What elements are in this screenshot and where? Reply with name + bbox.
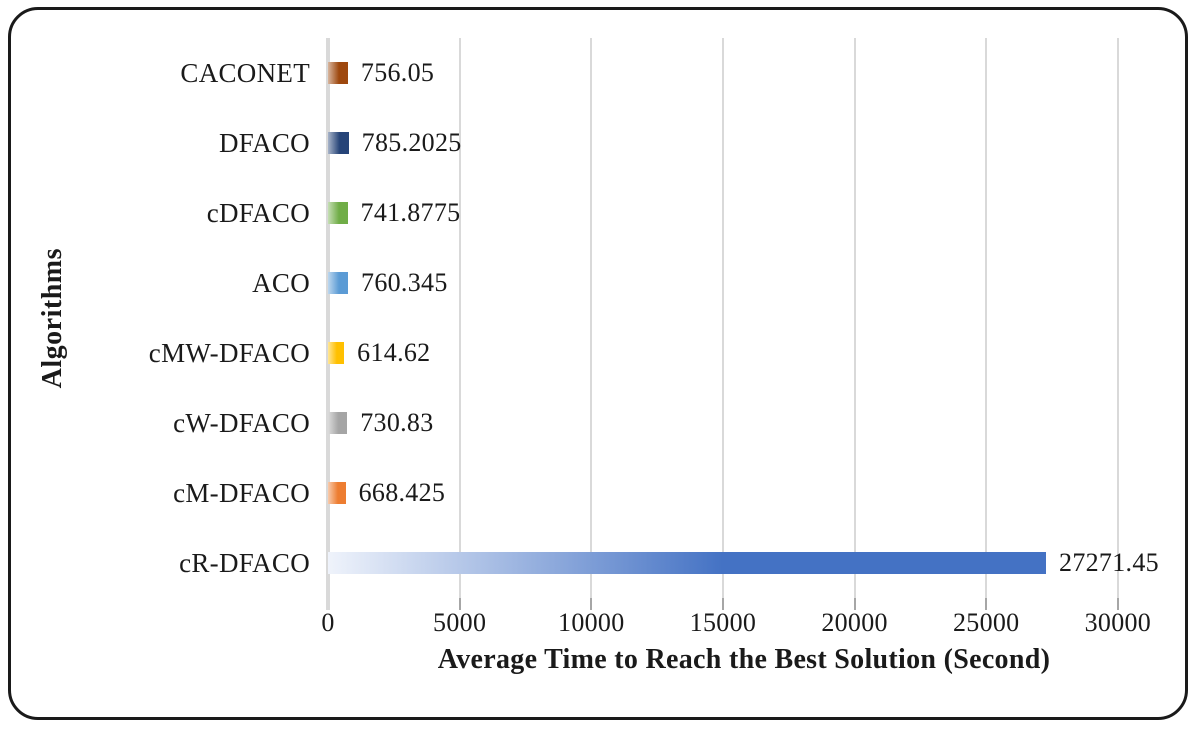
- x-axis-title: Average Time to Reach the Best Solution …: [437, 644, 1051, 675]
- bar-value-label: 760.345: [361, 268, 448, 297]
- bar-value-label: 785.2025: [361, 128, 462, 157]
- category-label-cDFACO: cDFACO: [206, 197, 310, 228]
- bar-row: 614.62: [328, 318, 1160, 388]
- bar-row: 730.83: [328, 388, 1160, 458]
- gridline: [1116, 38, 1119, 598]
- category-axis-labels: CACONET DFACO cDFACO ACO cMW-DFACO cW-DFACO cM…: [96, 38, 310, 598]
- bar-CACONET: [328, 62, 348, 84]
- gridline: [985, 38, 988, 598]
- category-label-DFACO: DFACO: [218, 127, 310, 158]
- gridline: [458, 38, 461, 598]
- bar-row: 785.2025: [328, 108, 1160, 178]
- category-label-ACO: ACO: [252, 267, 310, 298]
- bar-cMW-DFACO: [328, 342, 345, 364]
- bar-cR-DFACO: [328, 552, 1047, 574]
- x-tick-label: 25000: [952, 608, 1020, 637]
- x-tick-label: 10000: [558, 608, 625, 637]
- gridline: [590, 38, 593, 598]
- tick-mark: [590, 598, 593, 610]
- bar-value-label: 756.05: [360, 58, 435, 87]
- bar-value-label: 614.62: [357, 338, 431, 367]
- bar-row: 27271.45: [328, 528, 1160, 598]
- bar-cDFACO: [328, 202, 348, 224]
- bar-row: 756.05: [328, 38, 1160, 108]
- tick-mark: [985, 598, 988, 610]
- bar-DFACO: [328, 132, 349, 154]
- x-axis-tick-labels: 0 5000 10000 15000 20000 25000 30000: [321, 608, 1160, 642]
- x-tick-label: 5000: [433, 608, 487, 637]
- bar-row: 760.345: [328, 248, 1160, 318]
- tick-mark: [458, 598, 461, 610]
- plot-area: 756.05 785.2025 741.8775 760.345 614.62 730.8…: [326, 38, 1160, 610]
- bar-row: 741.8775: [328, 178, 1160, 248]
- figure-frame: [8, 7, 1188, 720]
- x-tick-label: 20000: [821, 608, 888, 637]
- x-tick-label: 0: [321, 608, 335, 637]
- bar-cW-DFACO: [328, 412, 348, 434]
- x-tick-label: 30000: [1084, 608, 1152, 637]
- axis-zero-line: [326, 38, 330, 610]
- category-label-CACONET: CACONET: [180, 57, 310, 88]
- tick-mark: [721, 598, 724, 610]
- y-axis-title-text: Algorithms: [37, 247, 68, 389]
- category-label-cM-DFACO: cM-DFACO: [173, 477, 310, 508]
- tick-mark: [853, 598, 856, 610]
- bar-value-label: 741.8775: [360, 198, 461, 227]
- bar-row: 668.425: [328, 458, 1160, 528]
- y-axis-title: Algorithms: [30, 38, 76, 598]
- tick-mark: [1116, 598, 1119, 610]
- category-label-cR-DFACO: cR-DFACO: [179, 547, 310, 578]
- bar-value-label: 730.83: [360, 408, 434, 437]
- bar-cM-DFACO: [328, 482, 346, 504]
- category-label-cW-DFACO: cW-DFACO: [173, 407, 310, 438]
- category-label-cMW-DFACO: cMW-DFACO: [148, 337, 310, 368]
- bar-value-label: 27271.45: [1059, 548, 1159, 577]
- x-tick-label: 15000: [689, 608, 757, 637]
- gridline: [853, 38, 856, 598]
- bar-ACO: [328, 272, 349, 294]
- bar-value-label: 668.425: [358, 478, 446, 507]
- gridline: [721, 38, 724, 598]
